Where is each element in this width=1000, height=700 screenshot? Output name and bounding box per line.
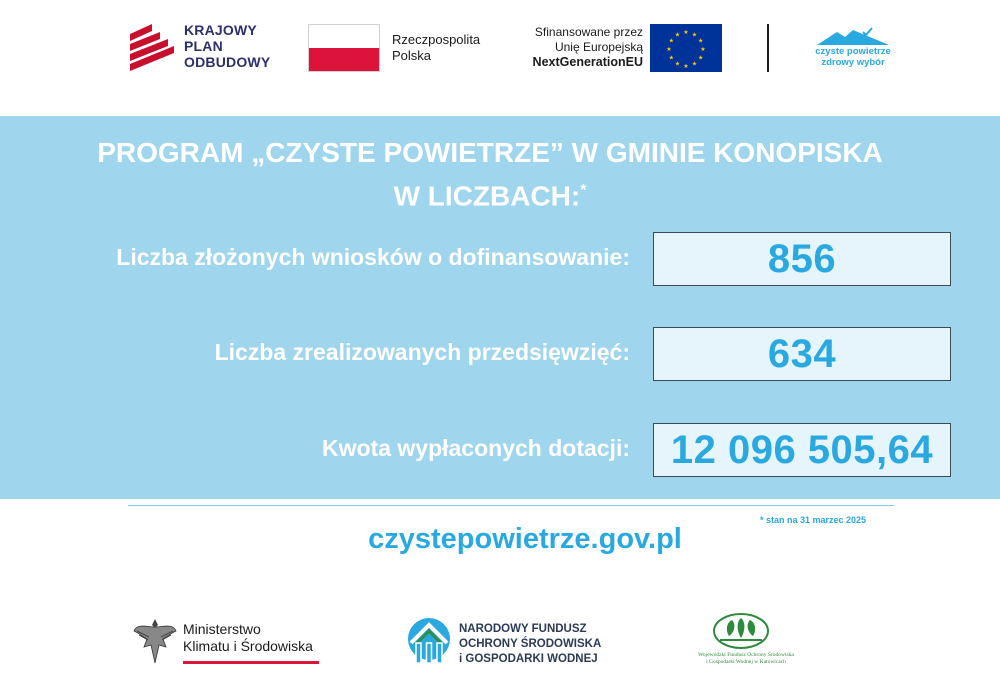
footer-divider	[128, 505, 894, 506]
eu-line-3: NextGenerationEU	[532, 55, 643, 69]
kpo-logo-text: KRAJOWY PLAN ODBUDOWY	[184, 22, 270, 70]
eu-line-2: Unię Europejską	[554, 40, 643, 54]
svg-text:★: ★	[683, 63, 688, 70]
kpo-emblem-icon	[130, 24, 174, 71]
svg-text:★: ★	[669, 55, 674, 62]
czyste-powietrze-logo-text: czyste powietrze zdrowy wybór	[815, 46, 891, 68]
nfosigw-line-1: NARODOWY FUNDUSZ	[459, 623, 587, 635]
svg-text:★: ★	[700, 46, 705, 53]
ministry-line-1: Ministerstwo	[183, 621, 261, 637]
svg-text:★: ★	[675, 31, 680, 38]
wfosigw-leaves-icon	[713, 613, 769, 649]
title-footnote-mark: *	[580, 182, 587, 199]
svg-text:★: ★	[698, 38, 703, 45]
title-line-1: PROGRAM „CZYSTE POWIETRZE” W GMINIE KONO…	[97, 137, 883, 168]
svg-text:★: ★	[698, 55, 703, 62]
svg-text:★: ★	[683, 29, 688, 36]
eagle-emblem-icon	[133, 619, 177, 664]
title-line-2: W LICZBACH:	[393, 180, 581, 212]
ministry-line-2: Klimatu i Środowiska	[183, 638, 313, 654]
stat-label-amount: Kwota wypłaconych dotacji:	[322, 435, 630, 461]
stat-value-completed: 634	[653, 327, 951, 381]
house-icon	[817, 27, 889, 45]
wfosigw-logo: Wojewódzki Fundusz Ochrony Środowiska i …	[690, 612, 802, 674]
rzeczpospolita-text: Rzeczpospolita Polska	[392, 32, 480, 64]
kpo-logo: KRAJOWY PLAN ODBUDOWY	[130, 22, 290, 74]
ministry-red-bar	[183, 661, 319, 664]
eu-funding-text: Sfinansowane przez Unię Europejską NextG…	[533, 25, 643, 70]
svg-text:★: ★	[692, 61, 697, 68]
svg-text:★: ★	[666, 46, 671, 53]
rp-line-2: Polska	[392, 48, 432, 63]
rp-line-1: Rzeczpospolita	[392, 32, 481, 47]
svg-text:★: ★	[675, 61, 680, 68]
kpo-line-2: PLAN	[184, 38, 223, 54]
website-link[interactable]: czystepowietrze.gov.pl	[368, 523, 682, 555]
eu-funding-logo: Sfinansowane przez Unię Europejską NextG…	[505, 22, 725, 74]
svg-text:★: ★	[692, 31, 697, 38]
title-line-2-wrap: W LICZBACH:*	[0, 172, 980, 215]
cpz-line-2: zdrowy wybór	[821, 57, 885, 68]
eu-flag-icon: ★ ★★ ★★★ ★★★ ★★★	[650, 24, 722, 72]
svg-text:★: ★	[669, 38, 674, 45]
wfosigw-line-2: i Gospodarki Wodnej w Katowicach	[706, 659, 786, 665]
nfosigw-logo: NARODOWY FUNDUSZ OCHRONY ŚRODOWISKA i GO…	[407, 617, 627, 671]
ministry-logo: Ministerstwo Klimatu i Środowiska	[133, 617, 333, 669]
program-title: PROGRAM „CZYSTE POWIETRZE” W GMINIE KONO…	[0, 134, 980, 215]
rzeczpospolita-logo: Rzeczpospolita Polska	[308, 24, 498, 74]
stat-value-applications: 856	[653, 232, 951, 286]
kpo-line-1: KRAJOWY	[184, 22, 257, 38]
logo-divider	[767, 24, 769, 72]
nfosigw-line-3: i GOSPODARKI WODNEJ	[459, 653, 598, 665]
cpz-line-1: czyste powietrze	[815, 46, 891, 57]
polish-flag-icon	[308, 24, 380, 72]
eu-line-1: Sfinansowane przez	[534, 25, 643, 39]
partner-logos-bar: KRAJOWY PLAN ODBUDOWY Rzeczpospolita Pol…	[0, 0, 1000, 115]
czyste-powietrze-logo: czyste powietrze zdrowy wybór	[815, 26, 891, 74]
nfosigw-text: NARODOWY FUNDUSZ OCHRONY ŚRODOWISKA i GO…	[459, 622, 601, 667]
kpo-line-3: ODBUDOWY	[184, 54, 271, 70]
nfosigw-emblem-icon	[408, 618, 450, 664]
stat-label-completed: Liczba zrealizowanych przedsięwzięć:	[214, 339, 630, 365]
nfosigw-line-2: OCHRONY ŚRODOWISKA	[459, 638, 602, 650]
wfosigw-line-1: Wojewódzki Fundusz Ochrony Środowiska	[698, 652, 794, 658]
wfosigw-text: Wojewódzki Fundusz Ochrony Środowiska i …	[690, 652, 802, 666]
ministry-text: Ministerstwo Klimatu i Środowiska	[183, 621, 313, 655]
stat-value-amount: 12 096 505,64	[653, 423, 951, 477]
stat-label-applications: Liczba złożonych wniosków o dofinansowan…	[116, 244, 630, 270]
date-footnote: * stan na 31 marzec 2025	[760, 515, 867, 525]
